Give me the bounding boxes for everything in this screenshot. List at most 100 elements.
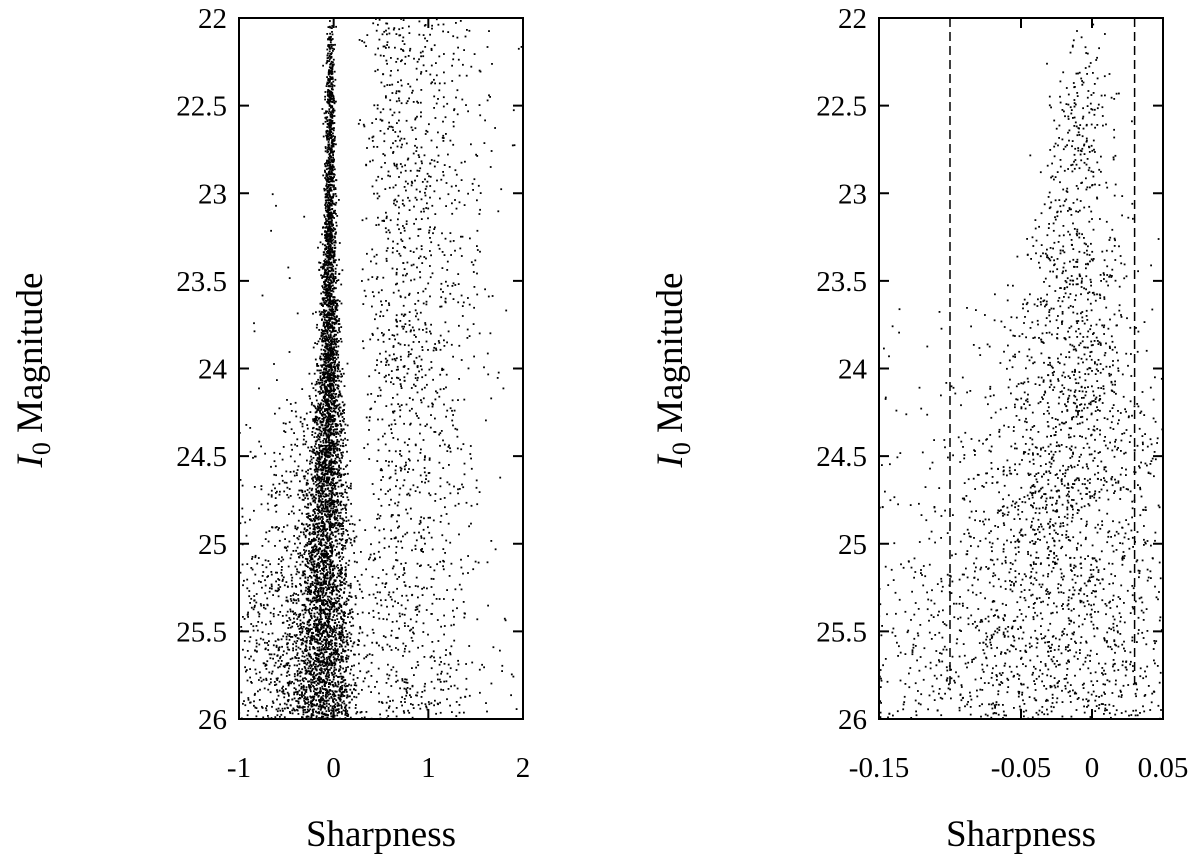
left-data-point: [323, 313, 326, 315]
left-data-point: [348, 706, 351, 709]
left-data-point: [297, 673, 299, 675]
left-data-point: [328, 580, 331, 583]
left-data-point: [343, 577, 346, 580]
left-data-point: [327, 706, 330, 709]
left-data-point: [329, 212, 332, 215]
left-data-point: [328, 118, 331, 121]
left-data-point: [324, 611, 326, 614]
left-data-point: [327, 249, 329, 252]
left-data-point: [343, 603, 345, 606]
left-data-point: [330, 461, 333, 464]
left-data-point: [330, 653, 333, 656]
left-data-point: [340, 606, 343, 608]
left-data-point: [330, 87, 333, 90]
left-data-point: [325, 441, 327, 444]
left-data-point: [328, 664, 330, 666]
left-data-point: [325, 347, 328, 350]
left-data-point: [318, 485, 320, 488]
left-data-point: [312, 524, 315, 527]
left-data-point: [324, 470, 327, 473]
left-data-point: [302, 694, 305, 697]
left-data-point: [325, 482, 328, 484]
left-data-point: [329, 704, 332, 707]
left-data-point: [328, 567, 331, 570]
left-data-point: [333, 139, 336, 142]
left-data-point: [339, 511, 342, 514]
left-data-point: [299, 619, 302, 622]
left-data-point: [325, 309, 328, 312]
left-data-point: [328, 697, 331, 700]
left-data-point: [319, 504, 322, 507]
left-data-point: [330, 308, 332, 311]
left-data-point: [327, 361, 330, 364]
left-data-point: [348, 631, 351, 634]
left-data-point: [320, 600, 323, 602]
left-data-point: [332, 257, 335, 260]
left-data-point: [336, 510, 339, 512]
left-data-point: [344, 423, 347, 426]
left-data-point: [310, 657, 313, 660]
left-data-point: [339, 406, 342, 409]
left-data-point: [326, 370, 329, 373]
left-data-point: [330, 35, 332, 38]
left-data-point: [319, 480, 322, 483]
left-data-point: [347, 666, 349, 668]
left-data-point: [353, 688, 355, 690]
left-data-point: [305, 678, 308, 681]
left-data-point: [334, 450, 336, 453]
left-data-point: [325, 205, 327, 208]
left-data-point: [317, 340, 320, 343]
left-data-point: [319, 642, 321, 645]
left-data-point: [336, 714, 339, 717]
left-data-point: [341, 375, 343, 378]
left-data-point: [320, 525, 322, 527]
left-data-point: [315, 688, 318, 691]
left-data-point: [326, 137, 328, 140]
left-data-point: [345, 492, 348, 494]
left-data-point: [303, 435, 306, 437]
left-data-point: [328, 470, 330, 473]
left-data-point: [340, 626, 343, 628]
left-data-point: [325, 117, 328, 120]
left-data-point: [316, 711, 319, 714]
left-data-point: [322, 533, 325, 536]
left-data-point: [325, 134, 327, 137]
left-data-point: [324, 560, 327, 563]
left-data-point: [345, 708, 347, 711]
left-data-point: [309, 642, 311, 645]
left-data-point: [315, 590, 317, 593]
left-data-point: [330, 442, 333, 444]
left-data-point: [323, 264, 326, 267]
left-data-point: [324, 91, 327, 93]
left-data-point: [293, 535, 295, 537]
left-data-point: [326, 471, 329, 474]
left-data-point: [341, 633, 343, 636]
left-data-point: [339, 444, 342, 447]
left-data-point: [310, 494, 313, 497]
left-data-point: [322, 527, 325, 530]
left-data-point: [323, 679, 326, 682]
left-data-point: [340, 568, 343, 571]
left-data-point: [330, 331, 333, 333]
left-data-point: [321, 603, 323, 606]
left-data-point: [309, 575, 311, 577]
left-data-point: [330, 503, 332, 505]
left-data-point: [322, 591, 325, 594]
left-data-point: [341, 507, 344, 510]
left-data-point: [332, 227, 335, 229]
left-data-point: [308, 538, 310, 540]
left-data-point: [344, 507, 347, 509]
left-data-point: [321, 407, 324, 409]
left-data-point: [353, 523, 356, 526]
left-data-point: [328, 138, 330, 141]
left-data-point: [329, 693, 332, 695]
left-data-point: [322, 354, 325, 357]
left-data-point: [314, 593, 316, 595]
left-data-point: [324, 706, 326, 709]
left-data-point: [332, 296, 335, 299]
left-data-point: [345, 658, 348, 661]
left-data-point: [327, 708, 330, 711]
left-data-point: [328, 370, 330, 373]
left-data-point: [333, 211, 336, 213]
left-data-point: [327, 691, 329, 693]
